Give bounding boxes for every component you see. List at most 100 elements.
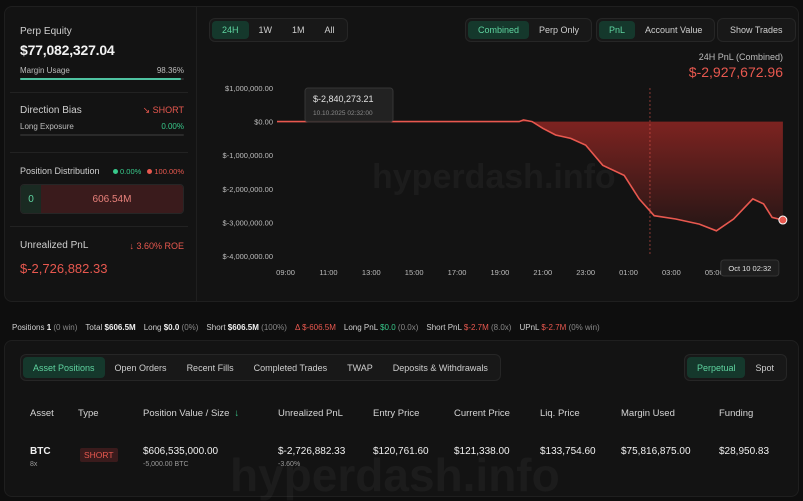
header-position-value-size[interactable]: Position Value / Size ↓ (143, 408, 240, 419)
metric-selector: PnL Account Value (596, 18, 716, 42)
x-tick-label: 05:00 (705, 268, 724, 277)
asset-name: BTC (30, 446, 51, 457)
range-selector: 24H 1W 1M All (209, 18, 348, 42)
position-size: -5,000.00 BTC (143, 461, 189, 468)
range-24h-button[interactable]: 24H (212, 21, 249, 39)
dist-short-value: 606.54M (41, 185, 183, 213)
y-tick-label: $-3,000,000.00 (223, 218, 273, 227)
dist-long-pct: 0.00% (120, 166, 142, 176)
trend-down-icon: ↘ (142, 105, 153, 115)
sort-down-icon[interactable]: ↓ (234, 408, 240, 419)
entry-price: $120,761.60 (373, 446, 429, 457)
summary-total: Total $606.5M (85, 323, 136, 332)
end-point-marker (778, 215, 788, 225)
summary-long: Long $0.0 (0%) (143, 323, 199, 332)
header-asset[interactable]: Asset (30, 408, 54, 419)
y-tick-label: $-1,000,000.00 (223, 151, 273, 160)
long-exposure-value: 0.00% (161, 122, 184, 131)
header-funding[interactable]: Funding (719, 408, 754, 419)
upnl-value: $-2,726,882.33 (278, 446, 346, 457)
summary-positions: Positions 1 (0 win) (12, 323, 78, 332)
position-distribution-section: Position Distribution 0.00% 100.00% 0 60… (20, 166, 184, 214)
end-label-box (720, 259, 780, 277)
header-unrealized-pnl[interactable]: Unrealized PnL (278, 408, 343, 419)
pnl-line (277, 119, 784, 232)
unrealized-pnl-label: Unrealized PnL (20, 240, 89, 251)
metric-pnl-button[interactable]: PnL (599, 21, 636, 39)
tab-asset-positions[interactable]: Asset Positions (23, 357, 105, 378)
tab-completed-trades[interactable]: Completed Trades (253, 362, 328, 373)
distribution-bar: 0 606.54M (20, 184, 184, 214)
dist-long-count: 0 (21, 185, 41, 213)
market-tabs: Perpetual Spot (683, 354, 787, 381)
y-tick-label: $-4,000,000.00 (223, 252, 273, 261)
metric-account-value-button[interactable]: Account Value (645, 25, 703, 35)
mode-combined-button[interactable]: Combined (468, 21, 530, 39)
pnl-chart[interactable]: $1,000,000.00 $0.00 $-1,000,000.00 $-2,000,… (205, 78, 795, 288)
x-tick-label: 09:00 (276, 268, 295, 277)
type-badge: SHORT (80, 448, 118, 462)
unrealized-pnl-value: $-2,726,882.33 (20, 261, 108, 276)
upnl-cell: $-2,726,882.33 -3.60% (278, 446, 345, 468)
header-type[interactable]: Type (78, 408, 99, 419)
range-1w-button[interactable]: 1W (258, 25, 273, 35)
show-trades-button[interactable]: Show Trades (730, 25, 783, 35)
tab-recent-fills[interactable]: Recent Fills (186, 362, 234, 373)
summary-short: Short $606.5M (100%) (206, 323, 287, 332)
show-trades-wrap: Show Trades (717, 18, 796, 42)
divider (10, 92, 188, 93)
tab-open-orders[interactable]: Open Orders (114, 362, 167, 373)
margin-used: $75,816,875.00 (621, 446, 691, 457)
x-tick-label: 15:00 (405, 268, 424, 277)
market-tab-perpetual[interactable]: Perpetual (686, 357, 746, 378)
position-distribution-label: Position Distribution (20, 166, 100, 176)
pnl-value: $-2,927,672.96 (688, 64, 783, 80)
funding: $28,950.83 (719, 446, 770, 457)
range-all-button[interactable]: All (324, 25, 335, 35)
x-tick-label: 23:00 (576, 268, 595, 277)
tab-twap[interactable]: TWAP (347, 362, 373, 373)
tooltip-time: 10.10.2025 02:32:00 (313, 110, 373, 117)
perp-equity-label: Perp Equity (20, 26, 72, 37)
leverage: 8x (30, 461, 38, 468)
arrow-down-icon: ↓ (129, 240, 137, 251)
divider (10, 152, 188, 153)
x-tick-label: 03:00 (662, 268, 681, 277)
header-liq-price[interactable]: Liq. Price (540, 408, 580, 419)
summary-upnl: UPnL $-2.7M (0% win) (519, 323, 600, 332)
margin-usage-bar-fill (20, 78, 182, 80)
market-tab-spot[interactable]: Spot (755, 362, 774, 373)
tooltip-value: $-2,840,273.21 (313, 94, 374, 104)
current-price: $121,338.00 (454, 446, 510, 457)
margin-usage-label: Margin Usage (20, 66, 70, 75)
liq-price: $133,754.60 (540, 446, 596, 457)
divider (10, 226, 188, 227)
perp-equity-value: $77,082,327.04 (20, 42, 115, 58)
y-tick-label: $-2,000,000.00 (223, 185, 273, 194)
summary-bar: Positions 1 (0 win) Total $606.5M Long $… (12, 323, 600, 332)
direction-bias-section: Direction Bias ↘ SHORT Long Exposure 0.0… (20, 105, 184, 136)
tab-deposits-withdrawals[interactable]: Deposits & Withdrawals (392, 362, 488, 373)
header-current-price[interactable]: Current Price (454, 408, 510, 419)
pnl-label: 24H PnL (Combined) (698, 52, 783, 62)
x-tick-label: 13:00 (362, 268, 381, 277)
asset-cell: BTC 8x (30, 446, 51, 468)
range-1m-button[interactable]: 1M (292, 25, 305, 35)
upnl-pct: -3.60% (278, 461, 301, 468)
header-entry-price[interactable]: Entry Price (373, 408, 420, 419)
positions-tabs: Asset Positions Open Orders Recent Fills Co… (20, 354, 501, 381)
summary-short-pnl: Short PnL $-2.7M (8.0x) (426, 323, 512, 332)
mode-perp-only-button[interactable]: Perp Only (539, 25, 580, 35)
header-margin-used[interactable]: Margin Used (621, 408, 675, 419)
perp-equity-section: Perp Equity $77,082,327.04 Margin Usage … (20, 26, 184, 80)
unrealized-pnl-section: Unrealized PnL ↓ 3.60% ROE $-2,726,882.3… (20, 240, 184, 276)
x-tick-label: 21:00 (533, 268, 552, 277)
x-tick-label: 17:00 (448, 268, 467, 277)
summary-long-pnl: Long PnL $0.0 (0.0x) (343, 323, 419, 332)
long-dot-icon (113, 168, 119, 174)
roe-value: ↓ 3.60% ROE (129, 240, 184, 251)
mode-selector: Combined Perp Only (465, 18, 593, 42)
y-tick-label: $0.00 (254, 118, 273, 127)
summary-delta: Δ $-606.5M (294, 323, 336, 332)
direction-bias-label: Direction Bias (20, 105, 82, 116)
